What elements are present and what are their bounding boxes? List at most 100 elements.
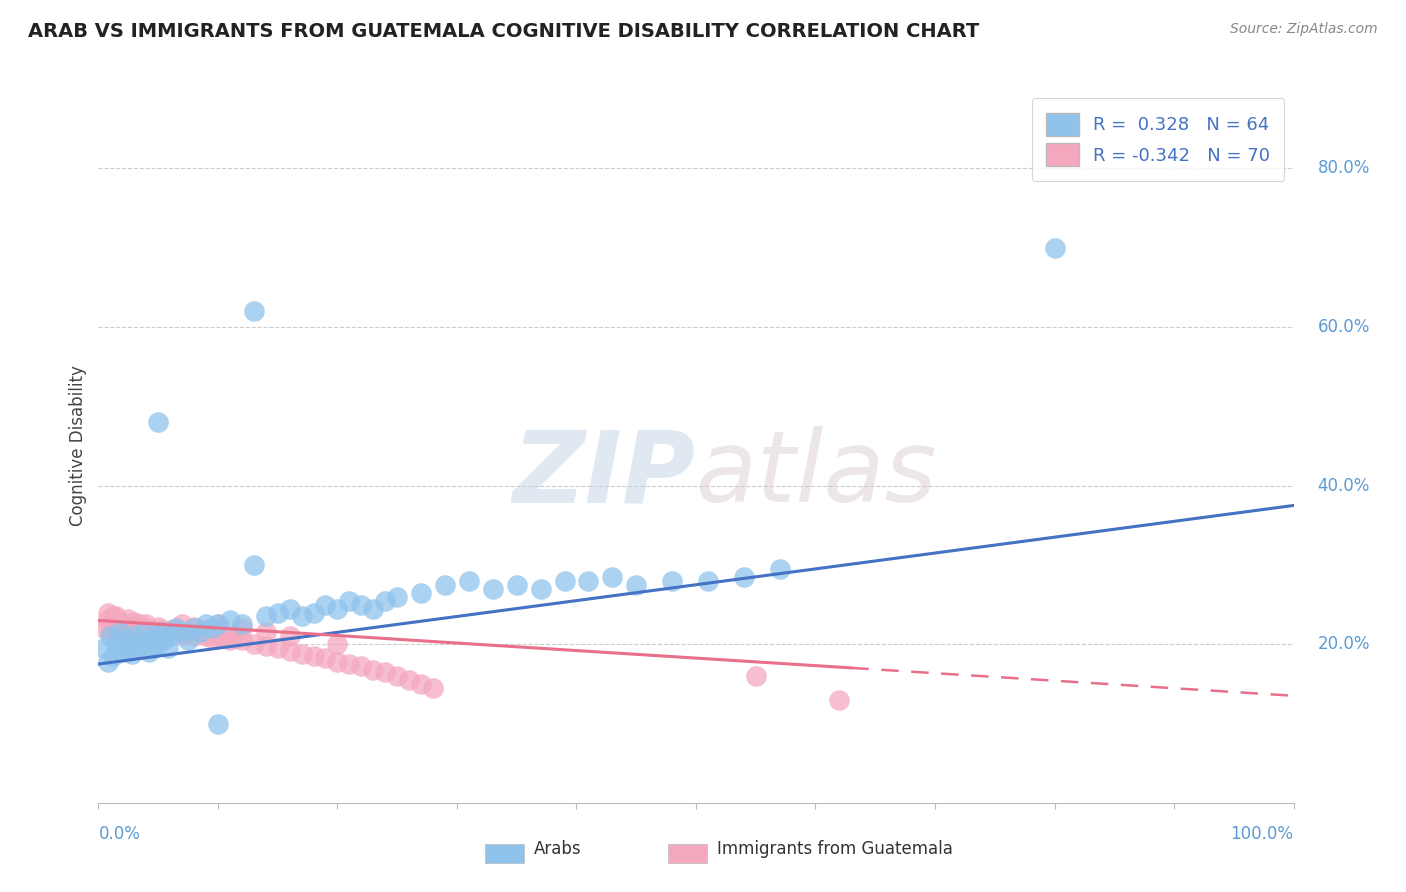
Text: Immigrants from Guatemala: Immigrants from Guatemala	[717, 840, 953, 858]
Point	[624, 578, 647, 592]
Point	[278, 601, 301, 615]
Point	[576, 574, 599, 588]
Point	[141, 623, 163, 637]
Point	[363, 601, 385, 615]
Point	[111, 645, 134, 659]
Point	[207, 716, 229, 731]
Point	[385, 590, 409, 604]
Point	[98, 625, 122, 640]
Text: 40.0%: 40.0%	[1317, 476, 1369, 495]
Point	[93, 621, 115, 635]
Point	[165, 621, 187, 635]
Point	[172, 617, 194, 632]
Point	[114, 621, 136, 635]
Point	[697, 574, 720, 588]
Point	[733, 570, 755, 584]
Point	[121, 620, 143, 634]
Point	[117, 623, 139, 637]
Point	[141, 641, 163, 656]
Point	[138, 625, 160, 640]
Point	[302, 649, 325, 664]
Point	[290, 647, 312, 661]
Point	[101, 617, 124, 632]
Point	[97, 614, 120, 628]
Point	[93, 641, 115, 656]
Point	[188, 625, 211, 640]
Text: 0.0%: 0.0%	[98, 825, 141, 843]
Point	[177, 633, 200, 648]
Point	[411, 677, 433, 691]
Legend: R =  0.328   N = 64, R = -0.342   N = 70: R = 0.328 N = 64, R = -0.342 N = 70	[1032, 98, 1285, 181]
Point	[159, 623, 181, 637]
Point	[148, 637, 170, 651]
Text: 60.0%: 60.0%	[1317, 318, 1369, 336]
Point	[267, 606, 290, 620]
Point	[278, 629, 301, 643]
Point	[219, 633, 242, 648]
Point	[148, 620, 170, 634]
Point	[148, 415, 170, 429]
Point	[97, 655, 120, 669]
Point	[661, 574, 683, 588]
Text: 80.0%: 80.0%	[1317, 160, 1369, 178]
Point	[828, 692, 851, 706]
Point	[201, 631, 224, 645]
Point	[132, 628, 155, 642]
Point	[201, 621, 224, 635]
Point	[172, 625, 194, 640]
Point	[129, 623, 152, 637]
Point	[207, 617, 229, 632]
Point	[125, 621, 148, 635]
Point	[129, 617, 152, 632]
Point	[411, 585, 433, 599]
Point	[153, 628, 176, 642]
Point	[231, 617, 253, 632]
Point	[231, 633, 253, 648]
Point	[212, 631, 235, 645]
Point	[254, 625, 277, 640]
Point	[315, 651, 337, 665]
Point	[529, 582, 551, 596]
Point	[101, 609, 124, 624]
Point	[177, 625, 200, 640]
Point	[135, 617, 157, 632]
Point	[111, 617, 134, 632]
Point	[290, 609, 312, 624]
Point	[135, 633, 157, 648]
Point	[194, 629, 217, 643]
Point	[153, 633, 176, 648]
Point	[302, 606, 325, 620]
Point	[183, 629, 205, 643]
Point	[145, 628, 167, 642]
Point	[129, 637, 152, 651]
Point	[105, 609, 128, 624]
Point	[101, 649, 124, 664]
Point	[148, 625, 170, 640]
Point	[207, 629, 229, 643]
Point	[458, 574, 481, 588]
Point	[135, 621, 157, 635]
Point	[108, 625, 131, 640]
Point	[156, 641, 179, 656]
Point	[374, 665, 396, 679]
Point	[326, 601, 349, 615]
Point	[254, 639, 277, 653]
Point	[768, 562, 790, 576]
Point	[121, 647, 143, 661]
Point	[243, 304, 266, 318]
Text: atlas: atlas	[696, 426, 938, 523]
Point	[149, 625, 172, 640]
Point	[105, 621, 128, 635]
Point	[194, 623, 217, 637]
Text: ZIP: ZIP	[513, 426, 696, 523]
Text: 100.0%: 100.0%	[1230, 825, 1294, 843]
Point	[125, 641, 148, 656]
Point	[97, 606, 120, 620]
Point	[219, 614, 242, 628]
Point	[600, 570, 623, 584]
Point	[207, 617, 229, 632]
Point	[278, 643, 301, 657]
Point	[117, 612, 139, 626]
Text: Arabs: Arabs	[534, 840, 582, 858]
Point	[108, 625, 131, 640]
